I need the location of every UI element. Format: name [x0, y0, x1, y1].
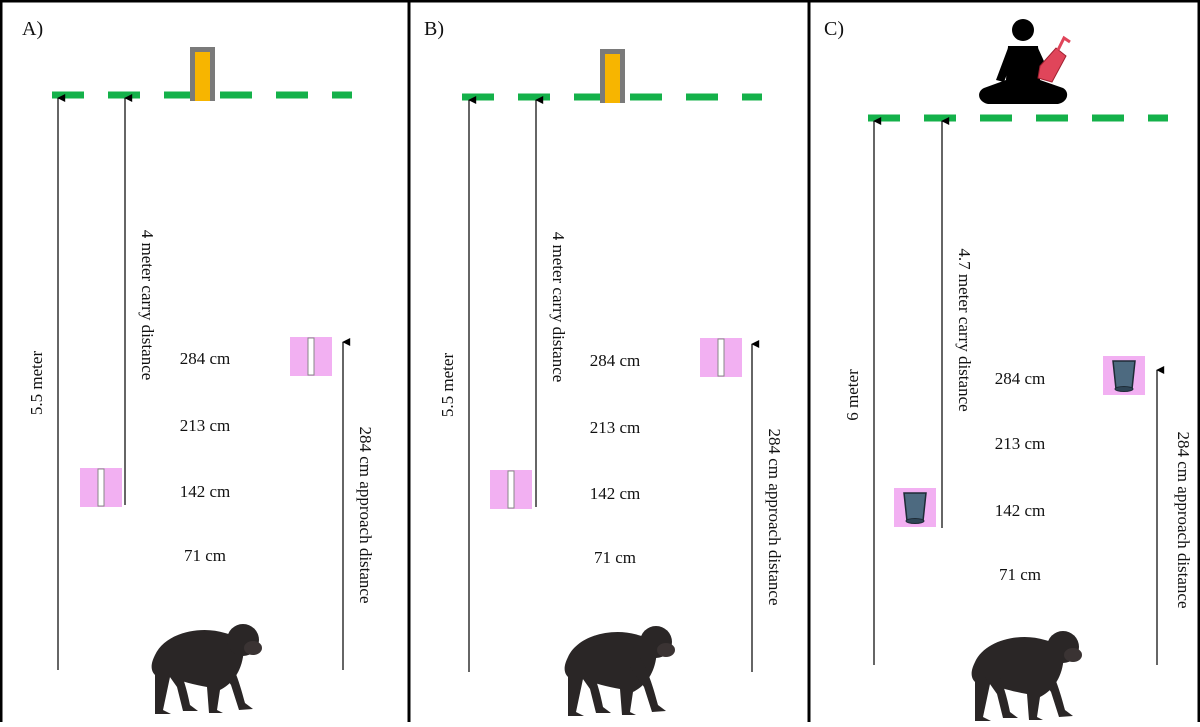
tool	[718, 339, 724, 376]
cup	[904, 493, 926, 521]
cup-rim	[906, 519, 924, 524]
distance-marker: 71 cm	[999, 565, 1041, 584]
approach-distance: 284 cm approach distance	[765, 428, 784, 605]
carry-distance: 4 meter carry distance	[549, 232, 568, 383]
distance-marker: 284 cm	[995, 369, 1046, 388]
bottle-nozzle	[1058, 38, 1070, 50]
chimp-muzzle	[657, 643, 675, 657]
tool	[98, 469, 104, 506]
total-distance: 6 meter	[843, 369, 862, 421]
carry-distance: 4 meter carry distance	[138, 230, 157, 381]
bottle	[1038, 48, 1066, 82]
distance-marker: 284 cm	[590, 351, 641, 370]
person-icon	[979, 19, 1070, 104]
distance-marker: 142 cm	[180, 482, 231, 501]
tool	[308, 338, 314, 375]
distance-marker: 71 cm	[594, 548, 636, 567]
approach-distance: 284 cm approach distance	[356, 426, 375, 603]
chimp-muzzle	[244, 641, 262, 655]
person-head	[1012, 19, 1034, 41]
distance-marker: 284 cm	[180, 349, 231, 368]
distance-marker: 213 cm	[995, 434, 1046, 453]
panel-label: C)	[824, 18, 844, 40]
panel-label: A)	[22, 18, 43, 40]
distance-marker: 213 cm	[180, 416, 231, 435]
distance-marker: 142 cm	[590, 484, 641, 503]
cup-rim	[1115, 387, 1133, 392]
total-distance: 5.5 meter	[27, 351, 46, 416]
cup	[1113, 361, 1135, 389]
total-distance: 5.5 meter	[438, 353, 457, 418]
door	[195, 52, 210, 101]
chimpanzee-icon	[972, 631, 1082, 721]
chimp-muzzle	[1064, 648, 1082, 662]
panel-label: B)	[424, 18, 444, 40]
distance-marker: 213 cm	[590, 418, 641, 437]
distance-marker: 142 cm	[995, 501, 1046, 520]
approach-distance: 284 cm approach distance	[1174, 431, 1193, 608]
carry-distance: 4.7 meter carry distance	[955, 248, 974, 411]
tool	[508, 471, 514, 508]
chimpanzee-icon	[152, 624, 262, 714]
distance-marker: 71 cm	[184, 546, 226, 565]
figure: A) 5.5 meter 4 meter carry distance 284 cm …	[0, 0, 1200, 722]
door	[605, 54, 620, 103]
chimpanzee-icon	[565, 626, 675, 716]
